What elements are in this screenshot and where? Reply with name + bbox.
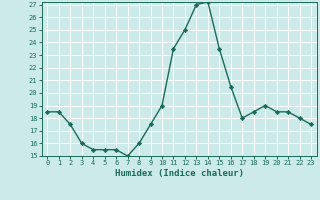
X-axis label: Humidex (Indice chaleur): Humidex (Indice chaleur) [115, 169, 244, 178]
